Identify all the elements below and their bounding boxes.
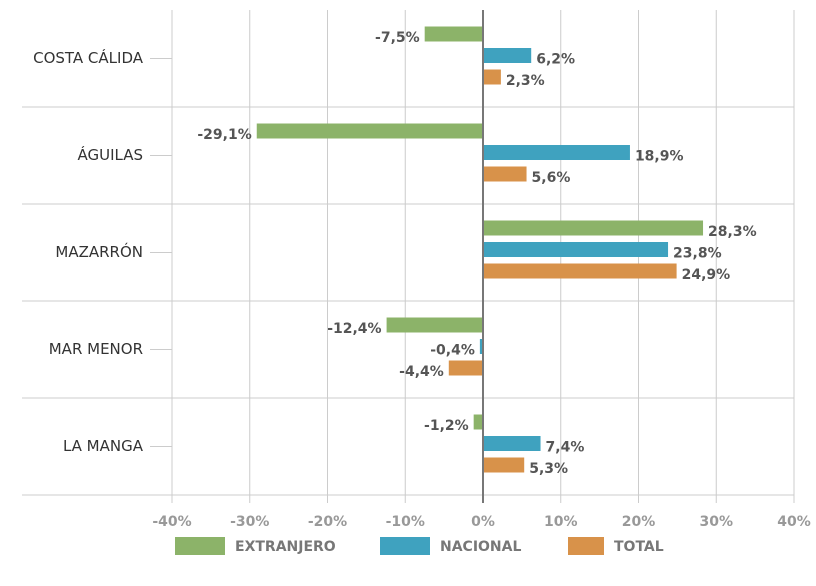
legend-label: NACIONAL [440, 539, 521, 555]
bar [483, 166, 527, 182]
bar [386, 317, 483, 333]
value-label: 5,3% [529, 461, 568, 477]
x-tick-label: 40% [777, 514, 811, 530]
x-tick-label: -40% [152, 514, 191, 530]
category-label: ÁGUILAS [77, 145, 143, 164]
legend-swatch [568, 537, 604, 555]
x-tick-label: 10% [544, 514, 578, 530]
value-label: 5,6% [532, 170, 571, 186]
legend-label: EXTRANJERO [235, 539, 336, 555]
bar [424, 26, 483, 42]
bar [448, 360, 483, 376]
x-tick-label: 0% [471, 514, 495, 530]
value-label: 18,9% [635, 149, 684, 165]
bar [256, 123, 483, 139]
x-tick-label: -30% [230, 514, 269, 530]
value-label: -1,2% [424, 418, 469, 434]
bar [483, 263, 677, 279]
value-label: 6,2% [536, 52, 575, 68]
bar [483, 69, 501, 85]
bar [483, 436, 541, 451]
x-tick-label: -20% [308, 514, 347, 530]
x-tick-label: 20% [622, 514, 656, 530]
value-label: -12,4% [327, 321, 381, 337]
value-label: 28,3% [708, 224, 757, 240]
value-label: 23,8% [673, 246, 722, 262]
bar [483, 457, 525, 473]
bar [483, 220, 704, 236]
category-label: MAR MENOR [49, 340, 143, 358]
legend-label: TOTAL [614, 539, 664, 555]
category-label: MAZARRÓN [55, 242, 143, 261]
value-label: 24,9% [682, 267, 731, 283]
legend-swatch [175, 537, 225, 555]
category-label: LA MANGA [63, 437, 144, 455]
value-label: -7,5% [375, 30, 420, 46]
bar [483, 242, 669, 257]
bar [479, 339, 483, 354]
value-label: 2,3% [506, 73, 545, 89]
bar [473, 414, 483, 430]
x-tick-label: 30% [699, 514, 733, 530]
value-label: -0,4% [430, 343, 475, 359]
legend-swatch [380, 537, 430, 555]
x-tick-label: -10% [386, 514, 425, 530]
value-label: -4,4% [399, 364, 444, 380]
value-label: 7,4% [546, 440, 585, 456]
value-label: -29,1% [197, 127, 251, 143]
bar [483, 48, 532, 63]
category-label: COSTA CÁLIDA [33, 48, 144, 67]
bar [483, 145, 630, 160]
